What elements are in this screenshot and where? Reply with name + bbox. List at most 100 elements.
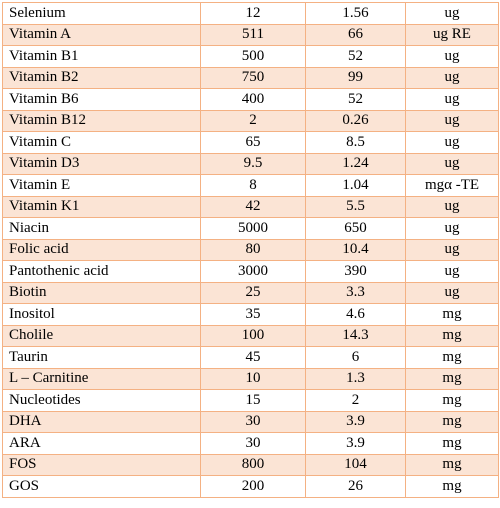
amount-per-100g: 511 bbox=[200, 23, 306, 46]
table-row: Vitamin B12 2 0.26 ug bbox=[2, 109, 499, 132]
amount-per-100g: 65 bbox=[200, 131, 306, 154]
amount-per-100g: 8 bbox=[200, 174, 306, 197]
amount-per-100kcal: 4.6 bbox=[305, 303, 406, 326]
amount-per-100g: 9.5 bbox=[200, 152, 306, 175]
nutrient-name: Biotin bbox=[2, 281, 201, 304]
table-row: Pantothenic acid 3000 390 ug bbox=[2, 260, 499, 283]
amount-per-100kcal: 104 bbox=[305, 453, 406, 476]
amount-per-100kcal: 10.4 bbox=[305, 238, 406, 261]
table-row: Selenium 12 1.56 ug bbox=[2, 2, 499, 25]
nutrient-name: Vitamin C bbox=[2, 131, 201, 154]
table-row: Taurin 45 6 mg bbox=[2, 346, 499, 369]
unit: mg bbox=[405, 475, 499, 498]
amount-per-100kcal: 26 bbox=[305, 475, 406, 498]
amount-per-100kcal: 5.5 bbox=[305, 195, 406, 218]
amount-per-100g: 42 bbox=[200, 195, 306, 218]
amount-per-100kcal: 650 bbox=[305, 217, 406, 240]
unit: ug bbox=[405, 109, 499, 132]
nutrient-name: L – Carnitine bbox=[2, 367, 201, 390]
amount-per-100kcal: 0.26 bbox=[305, 109, 406, 132]
amount-per-100kcal: 390 bbox=[305, 260, 406, 283]
unit: mg bbox=[405, 432, 499, 455]
table-row: Cholile 100 14.3 mg bbox=[2, 324, 499, 347]
table-row: Vitamin A 511 66 ug RE bbox=[2, 23, 499, 46]
unit: mg bbox=[405, 410, 499, 433]
table-row: Biotin 25 3.3 ug bbox=[2, 281, 499, 304]
amount-per-100g: 200 bbox=[200, 475, 306, 498]
table-row: DHA 30 3.9 mg bbox=[2, 410, 499, 433]
unit: ug bbox=[405, 131, 499, 154]
amount-per-100g: 3000 bbox=[200, 260, 306, 283]
nutrient-name: DHA bbox=[2, 410, 201, 433]
nutrient-name: Inositol bbox=[2, 303, 201, 326]
unit: ug bbox=[405, 260, 499, 283]
nutrient-name: Vitamin K1 bbox=[2, 195, 201, 218]
amount-per-100g: 400 bbox=[200, 88, 306, 111]
amount-per-100g: 15 bbox=[200, 389, 306, 412]
nutrient-name: Vitamin D3 bbox=[2, 152, 201, 175]
table-row: Niacin 5000 650 ug bbox=[2, 217, 499, 240]
amount-per-100kcal: 52 bbox=[305, 88, 406, 111]
nutrient-name: Vitamin E bbox=[2, 174, 201, 197]
unit: ug RE bbox=[405, 23, 499, 46]
unit: ug bbox=[405, 45, 499, 68]
amount-per-100g: 30 bbox=[200, 410, 306, 433]
amount-per-100kcal: 66 bbox=[305, 23, 406, 46]
nutrient-name: Nucleotides bbox=[2, 389, 201, 412]
amount-per-100g: 5000 bbox=[200, 217, 306, 240]
amount-per-100g: 12 bbox=[200, 2, 306, 25]
table-body: Selenium 12 1.56 ug Vitamin A 511 66 ug RE Vitam… bbox=[2, 2, 499, 498]
table-row: L – Carnitine 10 1.3 mg bbox=[2, 367, 499, 390]
unit: mg bbox=[405, 324, 499, 347]
unit: mg bbox=[405, 453, 499, 476]
nutrient-name: Vitamin B2 bbox=[2, 66, 201, 89]
amount-per-100g: 80 bbox=[200, 238, 306, 261]
unit: mgα -TE bbox=[405, 174, 499, 197]
table-row: Vitamin B2 750 99 ug bbox=[2, 66, 499, 89]
amount-per-100kcal: 99 bbox=[305, 66, 406, 89]
table-row: Folic acid 80 10.4 ug bbox=[2, 238, 499, 261]
amount-per-100g: 10 bbox=[200, 367, 306, 390]
amount-per-100g: 800 bbox=[200, 453, 306, 476]
amount-per-100g: 500 bbox=[200, 45, 306, 68]
table-row: Vitamin C 65 8.5 ug bbox=[2, 131, 499, 154]
nutrient-name: Vitamin B1 bbox=[2, 45, 201, 68]
table-row: Inositol 35 4.6 mg bbox=[2, 303, 499, 326]
unit: ug bbox=[405, 281, 499, 304]
table-row: Vitamin B1 500 52 ug bbox=[2, 45, 499, 68]
table-row: Vitamin E 8 1.04 mgα -TE bbox=[2, 174, 499, 197]
unit: ug bbox=[405, 217, 499, 240]
amount-per-100kcal: 3.3 bbox=[305, 281, 406, 304]
nutrient-name: Cholile bbox=[2, 324, 201, 347]
unit: ug bbox=[405, 66, 499, 89]
amount-per-100kcal: 6 bbox=[305, 346, 406, 369]
nutrient-name: Pantothenic acid bbox=[2, 260, 201, 283]
amount-per-100kcal: 1.3 bbox=[305, 367, 406, 390]
unit: ug bbox=[405, 238, 499, 261]
nutrient-name: FOS bbox=[2, 453, 201, 476]
amount-per-100g: 25 bbox=[200, 281, 306, 304]
amount-per-100kcal: 1.04 bbox=[305, 174, 406, 197]
amount-per-100g: 35 bbox=[200, 303, 306, 326]
amount-per-100kcal: 1.56 bbox=[305, 2, 406, 25]
table-row: GOS 200 26 mg bbox=[2, 475, 499, 498]
amount-per-100kcal: 1.24 bbox=[305, 152, 406, 175]
unit: ug bbox=[405, 2, 499, 25]
nutrient-table: Selenium 12 1.56 ug Vitamin A 511 66 ug RE Vitam… bbox=[2, 2, 499, 498]
nutrient-name: Niacin bbox=[2, 217, 201, 240]
table-row: Vitamin B6 400 52 ug bbox=[2, 88, 499, 111]
table-row: FOS 800 104 mg bbox=[2, 453, 499, 476]
nutrient-name: Folic acid bbox=[2, 238, 201, 261]
amount-per-100kcal: 14.3 bbox=[305, 324, 406, 347]
table-row: Vitamin K1 42 5.5 ug bbox=[2, 195, 499, 218]
nutrient-name: Vitamin B12 bbox=[2, 109, 201, 132]
unit: ug bbox=[405, 195, 499, 218]
table-row: ARA 30 3.9 mg bbox=[2, 432, 499, 455]
amount-per-100g: 2 bbox=[200, 109, 306, 132]
amount-per-100kcal: 52 bbox=[305, 45, 406, 68]
amount-per-100kcal: 3.9 bbox=[305, 432, 406, 455]
amount-per-100kcal: 2 bbox=[305, 389, 406, 412]
unit: mg bbox=[405, 389, 499, 412]
nutrient-name: GOS bbox=[2, 475, 201, 498]
